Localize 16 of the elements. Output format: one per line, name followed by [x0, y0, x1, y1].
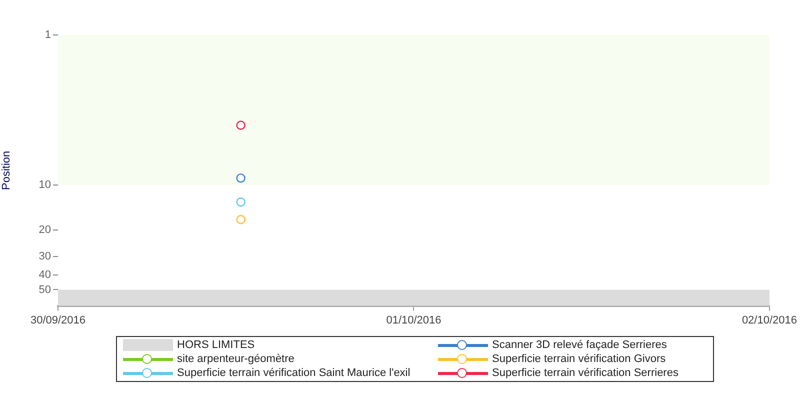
legend-label: Superficie terrain vérification Givors	[492, 353, 666, 365]
legend-label: HORS LIMITES	[177, 339, 255, 351]
y-tick-label: 1	[44, 29, 51, 42]
y-tick-label: 40	[38, 269, 51, 282]
y-tick-label: 10	[38, 178, 51, 191]
y-tick-label: 50	[38, 284, 51, 296]
x-tick-label: 30/09/2016	[30, 314, 86, 326]
legend-label: Superficie terrain vérification Saint Maurice l'exil	[177, 367, 410, 379]
y-tick-label: 20	[38, 224, 51, 236]
legend-label: site arpenteur-géomètre	[177, 353, 294, 365]
y-axis-title: Position	[0, 150, 13, 190]
x-tick-label: 02/10/2016	[742, 314, 798, 326]
legend-label: Superficie terrain vérification Serrieres	[492, 367, 678, 379]
y-tick-label: 30	[38, 250, 51, 262]
x-tick-label: 01/10/2016	[386, 314, 442, 326]
legend-label: Scanner 3D relevé façade Serrieres	[492, 339, 667, 351]
